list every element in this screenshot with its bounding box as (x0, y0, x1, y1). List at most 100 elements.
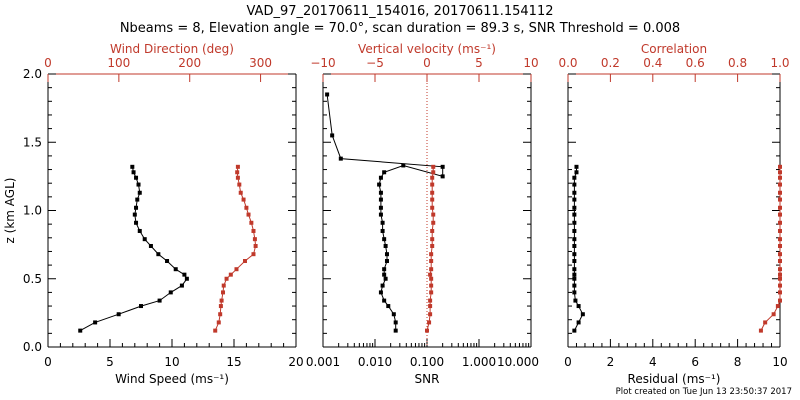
data-point (218, 304, 223, 309)
x-bottom-tick-label: 15 (226, 355, 241, 369)
data-point (246, 212, 251, 217)
data-point (156, 252, 161, 257)
data-point (380, 220, 385, 225)
data-point (429, 252, 434, 257)
y-tick-label: 1.5 (23, 135, 42, 149)
data-point (137, 190, 142, 195)
data-point (139, 304, 143, 309)
data-point (184, 276, 189, 281)
data-point (425, 328, 429, 333)
x-top-tick-label: 100 (107, 56, 130, 70)
data-point (182, 272, 187, 277)
data-point (235, 170, 240, 175)
x-top-tick-label: 0.6 (686, 56, 705, 70)
x-top-tick-label: 0 (423, 56, 431, 70)
data-point (132, 212, 137, 217)
data-point (572, 205, 577, 210)
data-point (430, 182, 435, 187)
y-tick-label: 0.5 (23, 272, 42, 286)
data-point (378, 290, 383, 295)
data-point (116, 312, 121, 317)
data-point (235, 164, 240, 169)
data-point (430, 243, 435, 248)
data-point (168, 290, 173, 295)
data-point (384, 259, 389, 264)
data-point (778, 228, 782, 233)
x-top-tick-label: −5 (366, 56, 384, 70)
data-point (572, 259, 577, 264)
x-top-axis-label: Correlation (641, 42, 707, 56)
data-point (440, 164, 445, 169)
y-tick-label: 2.0 (23, 67, 42, 81)
data-point (428, 298, 433, 303)
data-point (130, 164, 135, 169)
x-bottom-tick-label: 10.000 (497, 355, 539, 369)
data-point (778, 212, 782, 217)
data-point (428, 304, 433, 309)
data-point (778, 237, 782, 242)
data-point (576, 320, 581, 325)
data-point (235, 175, 240, 180)
data-point (430, 228, 435, 233)
data-point (576, 304, 581, 309)
data-point (393, 328, 398, 333)
x-bottom-tick-label: 0 (564, 355, 572, 369)
data-point (382, 267, 387, 272)
data-point (428, 272, 433, 277)
x-bottom-axis-label: Residual (ms⁻¹) (628, 372, 721, 386)
data-point (573, 298, 578, 303)
data-point (778, 252, 782, 257)
data-point (242, 259, 247, 264)
x-top-tick-label: −10 (310, 56, 335, 70)
panel-residual: 0 2 4 6 8 10 Residual (ms⁻¹) 0.0 0.2 0.4 0.6 0.8 1.0… (558, 42, 789, 386)
x-top-tick-label: 5 (475, 56, 483, 70)
data-point (572, 237, 577, 242)
x-bottom-tick-label: 1.000 (462, 355, 496, 369)
x-bottom-axis-label: SNR (415, 372, 440, 386)
x-top-tick-label: 1.0 (770, 56, 789, 70)
data-point (237, 182, 242, 187)
chart-title: VAD_97_20170611_154016, 20170611.154112 (246, 4, 554, 19)
data-point (251, 228, 256, 233)
data-point (440, 174, 445, 179)
data-point (430, 190, 435, 195)
data-point (778, 220, 782, 225)
data-point (430, 205, 435, 210)
data-point (134, 205, 139, 210)
data-point (580, 312, 585, 317)
data-point (778, 290, 782, 295)
data-point (378, 197, 383, 202)
data-point (173, 267, 178, 272)
data-point (382, 237, 387, 242)
data-point (429, 276, 434, 281)
x-bottom-tick-label: 6 (691, 355, 699, 369)
x-top-tick-label: 0.2 (601, 56, 620, 70)
data-point (778, 259, 782, 264)
data-point (386, 304, 391, 309)
data-point (778, 164, 782, 169)
data-point (430, 237, 435, 242)
data-point (241, 197, 246, 202)
x-bottom-tick-label: 20 (288, 355, 303, 369)
data-point (228, 272, 233, 277)
data-point (778, 283, 782, 288)
data-point (778, 190, 782, 195)
data-point (429, 259, 434, 264)
data-point (244, 205, 249, 210)
data-point (384, 252, 389, 257)
data-point (763, 320, 768, 325)
data-point (401, 163, 406, 168)
data-point (383, 243, 388, 248)
x-bottom-tick-label: 10 (164, 355, 179, 369)
data-point (382, 170, 387, 175)
data-point (238, 190, 243, 195)
data-point (430, 197, 435, 202)
data-point (78, 328, 83, 333)
x-top-tick-label: 10 (523, 56, 538, 70)
data-point (572, 197, 577, 202)
data-point (778, 243, 782, 248)
data-point (378, 212, 383, 217)
data-point (383, 276, 388, 281)
data-point (216, 320, 221, 325)
panel-snr: 0.001 0.010 0.100 1.000 10.000 SNR −10 −5 0 5 10 Ve… (306, 42, 539, 386)
